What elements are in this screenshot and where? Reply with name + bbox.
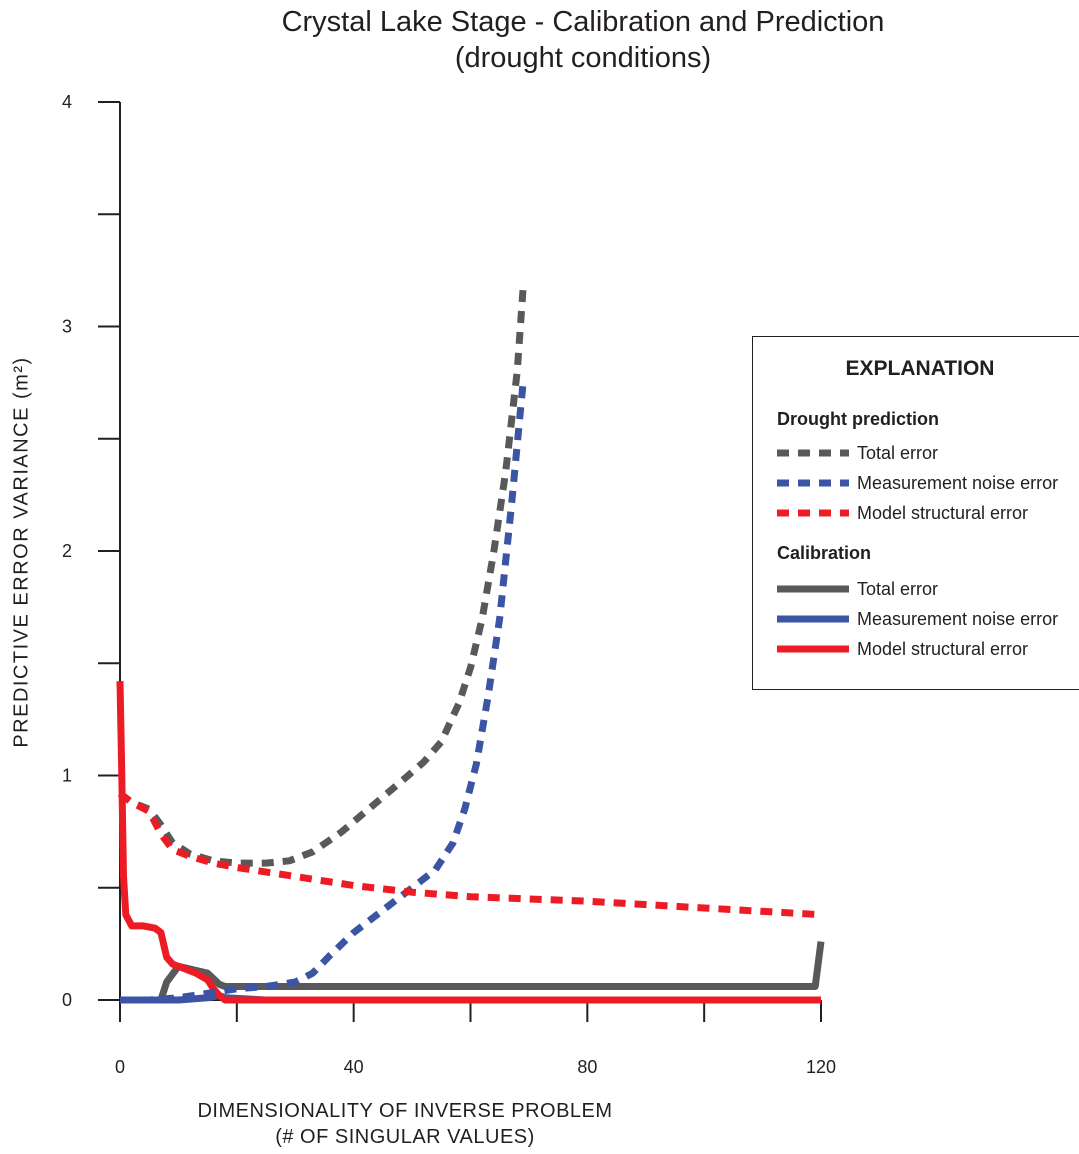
x-tick-label: 0 [115, 1057, 125, 1077]
x-axis-label: DIMENSIONALITY OF INVERSE PROBLEM (# OF … [190, 1098, 620, 1150]
legend-label: Model structural error [857, 638, 1029, 659]
series-line-drought-prediction-total-error [117, 288, 527, 867]
legend-swatch-solid-gray [777, 585, 849, 593]
legend: EXPLANATION Drought prediction Total err… [752, 336, 1079, 690]
legend-label: Total error [857, 578, 939, 599]
x-axis-label-line-2: (# OF SINGULAR VALUES) [275, 1126, 535, 1148]
legend-label: Measurement noise error [857, 608, 1059, 629]
chart-subtitle: (drought conditions) [454, 42, 712, 74]
y-axis-label: PREDICTIVE ERROR VARIANCE (m²) [10, 356, 33, 748]
legend-label: Measurement noise error [857, 472, 1059, 493]
legend-entry-calibration-total-error: Total error [777, 577, 938, 601]
legend-swatch-dashed-gray [777, 449, 849, 457]
y-tick-label: 4 [62, 92, 72, 112]
x-tick-label: 40 [344, 1057, 364, 1077]
y-tick-label: 3 [62, 317, 72, 337]
legend-entry-calibration-measurement-noise-error: Measurement noise error [777, 607, 1058, 631]
legend-swatch-solid-red [777, 645, 849, 653]
chart-title: Crystal Lake Stage - Calibration and Pre… [200, 4, 966, 76]
y-tick-label: 1 [62, 766, 72, 786]
series-line-calibration-model-structural-error [116, 681, 821, 1004]
legend-entry-calibration-model-structural-error: Model structural error [777, 637, 1028, 661]
legend-entry-drought-total-error: Total error [777, 441, 938, 465]
x-tick-label: 80 [577, 1057, 597, 1077]
x-tick-label: 120 [806, 1057, 836, 1077]
legend-label: Model structural error [857, 502, 1029, 523]
x-axis-label-line-1: DIMENSIONALITY OF INVERSE PROBLEM [197, 1100, 613, 1122]
legend-group-drought-prediction: Drought prediction [777, 409, 939, 429]
series-line-drought-prediction-model-structural-error [117, 790, 822, 919]
legend-entry-drought-measurement-noise-error: Measurement noise error [777, 471, 1058, 495]
y-tick-label: 0 [62, 990, 72, 1010]
legend-swatch-solid-blue [777, 615, 849, 623]
legend-heading: EXPLANATION [845, 357, 995, 380]
legend-swatch-dashed-blue [777, 479, 849, 487]
legend-group-calibration: Calibration [777, 543, 872, 563]
series-line-drought-prediction-measurement-noise-error [120, 382, 527, 1004]
legend-entry-drought-model-structural-error: Model structural error [777, 501, 1028, 525]
y-tick-label: 2 [62, 541, 72, 561]
legend-label: Total error [857, 442, 939, 463]
series-layer [116, 288, 825, 1004]
legend-swatch-dashed-red [777, 509, 849, 517]
chart-title-line-1: Crystal Lake Stage - Calibration and Pre… [281, 6, 885, 38]
